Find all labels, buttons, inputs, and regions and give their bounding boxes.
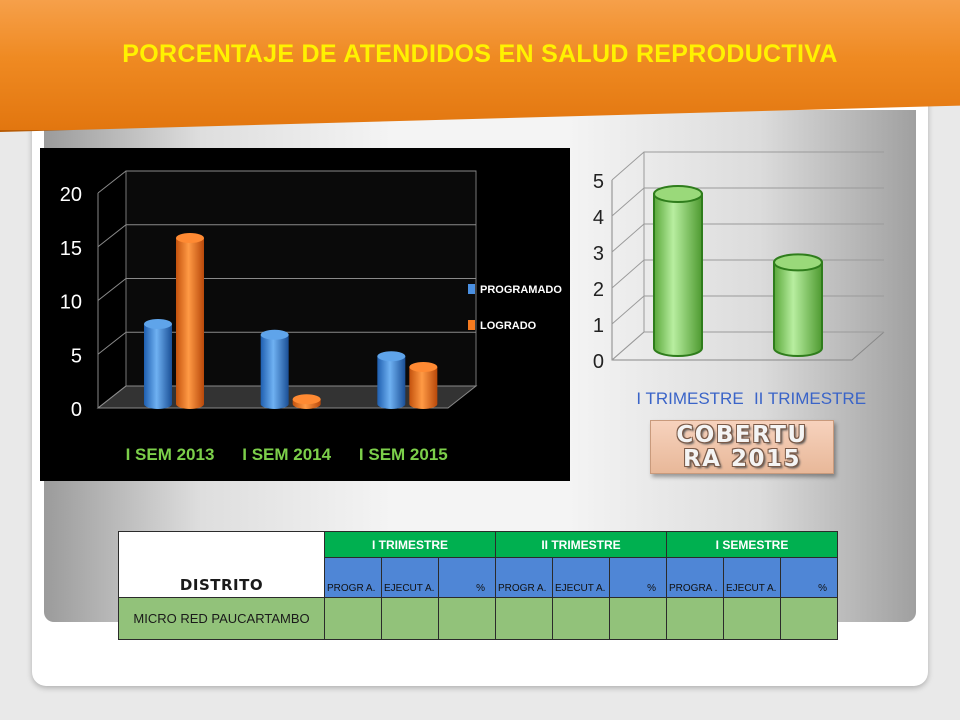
legend-swatch — [468, 320, 475, 330]
table-subheader-row: PROGR A. EJECUT A. % PROGR A. EJECUT A. … — [119, 557, 838, 598]
legend-label: PROGRAMADO — [480, 284, 562, 296]
period-header: I TRIMESTRE — [324, 531, 496, 558]
x-category-label: I TRIMESTRE — [636, 389, 743, 408]
subheader-cell: PROGR A. — [495, 557, 553, 598]
row-name-cell: MICRO RED PAUCARTAMBO — [118, 597, 325, 640]
table-cell — [438, 597, 496, 640]
y-tick-label: 15 — [60, 238, 82, 260]
gridline — [97, 170, 476, 194]
bar-programado — [144, 319, 172, 409]
y-tick-label: 10 — [60, 292, 82, 314]
gridline — [97, 331, 476, 355]
table-cell — [666, 597, 724, 640]
subheader-cell: PROGR A. — [324, 557, 382, 598]
gridline — [611, 151, 884, 181]
y-tick-label: 3 — [593, 243, 604, 265]
x-category-label: I SEM 2014 — [242, 445, 331, 464]
table-header-row: DISTRITO I TRIMESTRE II TRIMESTRE I SEME… — [118, 531, 838, 598]
period-header: I SEMESTRE — [666, 531, 838, 558]
table-cell — [381, 597, 439, 640]
gridline — [97, 224, 476, 248]
bar-logrado — [176, 233, 204, 409]
trimester-chart: 0 1 2 3 4 5 I TRIMESTRE II TRIMESTRE — [582, 140, 892, 416]
bar-logrado — [409, 362, 438, 409]
x-category-label: II TRIMESTRE — [754, 389, 866, 408]
period-header: II TRIMESTRE — [495, 531, 667, 558]
page-title: PORCENTAJE DE ATENDIDOS EN SALUD REPRODU… — [122, 40, 838, 68]
gridline — [611, 331, 884, 361]
subheader-cell: EJECUT A. — [381, 557, 439, 598]
distrito-header: DISTRITO — [118, 531, 325, 598]
gridline — [611, 259, 884, 289]
subheader-cell: % — [438, 557, 496, 598]
subheader-cell: PROGRA . — [666, 557, 724, 598]
table-cell — [324, 597, 382, 640]
subheader-cell: % — [609, 557, 667, 598]
gridline — [97, 385, 476, 409]
legend-label: LOGRADO — [480, 320, 537, 332]
bar-trimestre — [653, 185, 703, 357]
table-cell — [723, 597, 781, 640]
x-category-label: I SEM 2013 — [126, 445, 215, 464]
results-table: DISTRITO I TRIMESTRE II TRIMESTRE I SEME… — [118, 531, 838, 640]
y-tick-label: 0 — [71, 399, 82, 421]
gridline — [611, 223, 884, 253]
subheader-cell: EJECUT A. — [552, 557, 610, 598]
axis-frame — [611, 180, 885, 361]
semester-chart-svg: 0 5 10 15 20 I SEM 2013 I SEM 2014 I SEM 2015 PR… — [60, 170, 562, 464]
cobertura-label: COBERTURA 2015 — [676, 422, 808, 472]
gridline — [611, 187, 884, 217]
y-tick-label: 2 — [593, 279, 604, 301]
y-tick-label: 4 — [593, 207, 604, 229]
table-row: MICRO RED PAUCARTAMBO — [118, 597, 838, 640]
table-cell — [552, 597, 610, 640]
table-cell — [780, 597, 838, 640]
bar-logrado — [292, 394, 321, 409]
bar-trimestre — [773, 253, 823, 357]
table-cell — [495, 597, 553, 640]
trimester-chart-svg: 0 1 2 3 4 5 I TRIMESTRE II TRIMESTRE — [593, 151, 885, 408]
y-tick-label: 1 — [593, 315, 604, 337]
table-cell — [609, 597, 667, 640]
bar-programado — [260, 329, 289, 409]
gridline — [611, 295, 884, 325]
y-tick-label: 0 — [593, 351, 604, 373]
subheader-cell: EJECUT A. — [723, 557, 781, 598]
gridline — [97, 278, 476, 301]
semester-chart: 0 5 10 15 20 I SEM 2013 I SEM 2014 I SEM 2015 PR… — [40, 148, 570, 481]
y-tick-label: 5 — [71, 345, 82, 367]
bar-programado — [377, 351, 406, 409]
y-tick-label: 5 — [593, 171, 604, 193]
y-tick-label: 20 — [60, 184, 82, 206]
subheader-cell: % — [780, 557, 838, 598]
cobertura-badge: COBERTURA 2015 — [650, 420, 834, 474]
legend-swatch — [468, 284, 475, 294]
x-category-label: I SEM 2015 — [359, 445, 448, 464]
